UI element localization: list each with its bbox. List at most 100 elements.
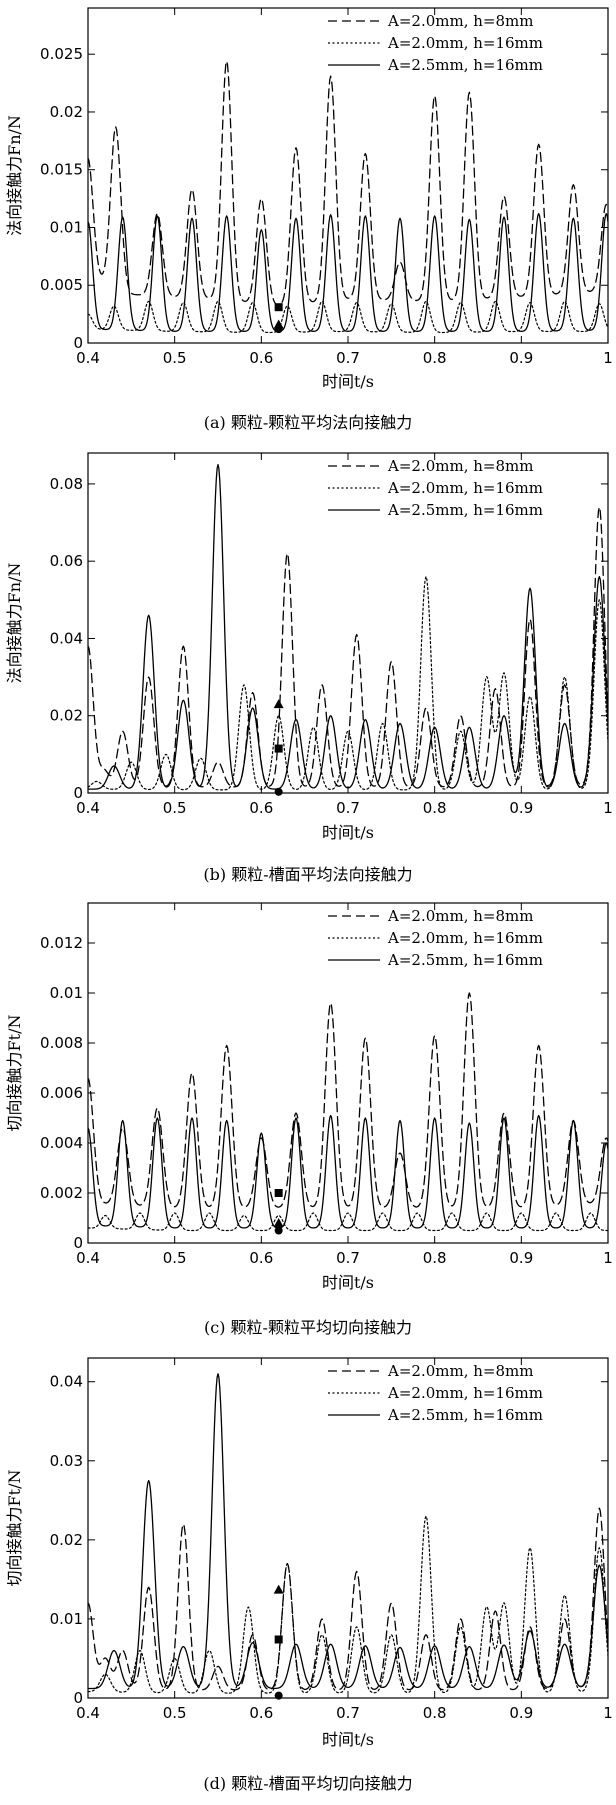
square-marker <box>274 1189 283 1197</box>
y-tick-label: 0.02 <box>50 1531 83 1549</box>
x-tick-label: 0.4 <box>76 1704 100 1722</box>
legend-entry: A=2.0mm, h=16mm <box>387 1384 543 1402</box>
square-marker <box>274 1635 283 1644</box>
y-tick-label: 0.002 <box>40 1184 83 1202</box>
y-axis-label: 法向接触力Fn/N <box>5 115 24 236</box>
x-tick-label: 0.4 <box>76 799 100 817</box>
x-tick-label: 0.8 <box>423 349 447 367</box>
x-tick-label: 0.8 <box>423 1704 447 1722</box>
series-line-dotted <box>88 1515 608 1694</box>
x-tick-label: 1 <box>603 799 613 817</box>
legend-entry: A=2.0mm, h=8mm <box>387 12 533 30</box>
x-tick-label: 0.8 <box>423 1249 447 1267</box>
legend: A=2.0mm, h=8mm A=2.0mm, h=16mm A=2.5mm, h=… <box>328 457 543 519</box>
y-tick-label: 0.008 <box>40 1034 83 1052</box>
y-tick-label: 0.006 <box>40 1084 83 1102</box>
legend: A=2.0mm, h=8mm A=2.0mm, h=16mm A=2.5mm, h=… <box>328 12 543 74</box>
caption: (c) 颗粒-颗粒平均切向接触力 <box>204 1318 412 1337</box>
y-axis-label: 切向接触力Ft/N <box>5 1015 24 1132</box>
x-tick-label: 1 <box>603 1704 613 1722</box>
x-tick-label: 0.4 <box>76 349 100 367</box>
x-tick-label: 0.6 <box>249 349 273 367</box>
y-tick-label: 0.01 <box>50 1610 83 1628</box>
x-tick-label: 0.9 <box>509 349 533 367</box>
triangle-marker <box>273 1584 284 1594</box>
x-tick-label: 0.6 <box>249 799 273 817</box>
x-tick-label: 1 <box>603 349 613 367</box>
x-tick-label: 1 <box>603 1249 613 1267</box>
legend: A=2.0mm, h=8mm A=2.0mm, h=16mm A=2.5mm, h=… <box>328 1362 543 1424</box>
y-tick-label: 0.01 <box>50 984 83 1002</box>
x-axis-label: 时间t/s <box>322 1730 374 1749</box>
circle-marker <box>274 1226 283 1235</box>
legend-entry: A=2.0mm, h=16mm <box>387 929 543 947</box>
legend-entry: A=2.0mm, h=16mm <box>387 479 543 497</box>
y-tick-label: 0 <box>73 1234 83 1252</box>
series-group <box>88 1373 608 1694</box>
y-tick-label: 0.005 <box>40 276 83 294</box>
y-tick-label: 0 <box>73 334 83 352</box>
markers <box>273 303 284 334</box>
y-tick-label: 0.012 <box>40 934 83 952</box>
y-tick-label: 0.01 <box>50 218 83 236</box>
circle-marker <box>274 787 283 796</box>
legend-entry: A=2.0mm, h=16mm <box>387 34 543 52</box>
y-tick-label: 0.03 <box>50 1452 83 1470</box>
x-axis-label: 时间t/s <box>322 372 374 391</box>
y-tick-label: 0.04 <box>50 1373 83 1391</box>
series-group <box>88 60 608 334</box>
y-tick-label: 0.02 <box>50 103 83 121</box>
series-group <box>88 992 608 1232</box>
axis-ticks: 0.4 0.5 0.6 0.7 0.8 0.9 1 0 0.01 0.02 0.03 0.04 <box>50 1358 613 1722</box>
series-line-solid <box>88 212 608 332</box>
x-tick-label: 0.7 <box>336 1704 360 1722</box>
legend-entry: A=2.5mm, h=16mm <box>387 1406 543 1424</box>
x-tick-label: 0.6 <box>249 1704 273 1722</box>
panel-a: 0.4 0.5 0.6 0.7 0.8 0.9 1 0 0.005 0.01 0.015 0.02 0.… <box>5 7 613 432</box>
x-tick-label: 0.7 <box>336 799 360 817</box>
caption: (a) 颗粒-颗粒平均法向接触力 <box>204 413 413 432</box>
circle-marker <box>274 325 283 334</box>
y-tick-label: 0.02 <box>50 707 83 725</box>
y-axis-label: 法向接触力Fn/N <box>5 563 24 684</box>
series-line-dashed <box>88 1507 608 1691</box>
panel-c: 0.4 0.5 0.6 0.7 0.8 0.9 1 0 0.002 0.004 0.006 0.008… <box>5 902 613 1337</box>
y-tick-label: 0 <box>73 1689 83 1707</box>
legend-entry: A=2.5mm, h=16mm <box>387 951 543 969</box>
panel-b: 0.4 0.5 0.6 0.7 0.8 0.9 1 0 0.02 0.04 0.06 0.08 A=2… <box>5 452 613 884</box>
series-line-dashed <box>88 992 608 1208</box>
x-tick-label: 0.8 <box>423 799 447 817</box>
y-tick-label: 0.06 <box>50 552 83 570</box>
x-tick-label: 0.9 <box>509 1704 533 1722</box>
series-line-solid <box>88 1114 608 1229</box>
legend-entry: A=2.0mm, h=8mm <box>387 907 533 925</box>
panel-d: 0.4 0.5 0.6 0.7 0.8 0.9 1 0 0.01 0.02 0.03 0.04 A=2… <box>5 1357 613 1793</box>
series-line-dotted <box>88 1212 608 1232</box>
x-tick-label: 0.5 <box>163 799 187 817</box>
series-line-dotted <box>88 300 608 334</box>
series-line-dotted <box>88 576 608 791</box>
legend-entry: A=2.0mm, h=8mm <box>387 457 533 475</box>
triangle-marker <box>273 1218 284 1227</box>
circle-marker <box>274 1691 283 1700</box>
y-tick-label: 0.04 <box>50 629 83 647</box>
axis-ticks: 0.4 0.5 0.6 0.7 0.8 0.9 1 0 0.02 0.04 0.06 0.08 <box>50 453 613 817</box>
y-axis-label: 切向接触力Ft/N <box>5 1470 24 1587</box>
y-tick-label: 0 <box>73 784 83 802</box>
caption: (b) 颗粒-槽面平均法向接触力 <box>203 865 412 884</box>
triangle-marker <box>273 699 284 709</box>
legend-entry: A=2.5mm, h=16mm <box>387 501 543 519</box>
x-tick-label: 0.5 <box>163 1704 187 1722</box>
x-tick-label: 0.5 <box>163 1249 187 1267</box>
x-tick-label: 0.7 <box>336 1249 360 1267</box>
legend: A=2.0mm, h=8mm A=2.0mm, h=16mm A=2.5mm, h=… <box>328 907 543 969</box>
axis-ticks: 0.4 0.5 0.6 0.7 0.8 0.9 1 0 0.002 0.004 0.006 0.008… <box>40 903 613 1267</box>
series-line-solid <box>88 1373 608 1690</box>
x-tick-label: 0.7 <box>336 349 360 367</box>
markers <box>273 1584 284 1700</box>
series-line-dashed <box>88 60 608 306</box>
x-tick-label: 0.9 <box>509 1249 533 1267</box>
y-tick-label: 0.015 <box>40 161 83 179</box>
legend-entry: A=2.5mm, h=16mm <box>387 56 543 74</box>
